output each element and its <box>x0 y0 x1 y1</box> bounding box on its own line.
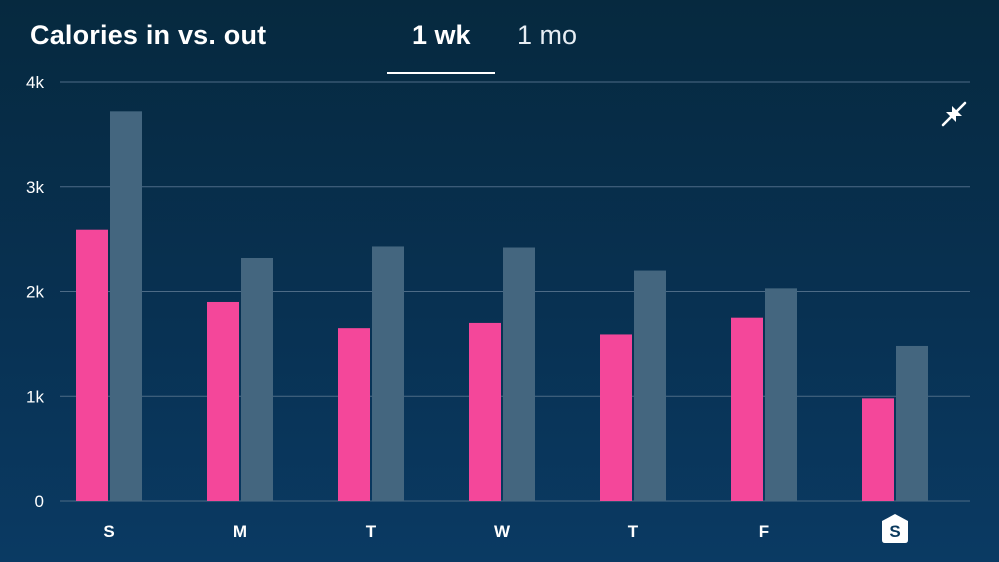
y-tick-label: 1k <box>26 387 44 406</box>
x-tick-label: M <box>233 522 247 541</box>
x-tick-label: S <box>103 522 114 541</box>
x-tick-label: T <box>366 522 377 541</box>
y-tick-label: 4k <box>26 73 44 92</box>
bar-calories-out <box>765 288 797 501</box>
x-tick-label: S <box>889 522 900 541</box>
bar-calories-in <box>600 334 632 501</box>
bar-calories-in <box>469 322 501 501</box>
x-tick-label: F <box>759 522 769 541</box>
x-tick-label: W <box>494 522 511 541</box>
y-tick-label: 0 <box>35 492 44 511</box>
bar-calories-out <box>110 111 142 501</box>
bar-calories-out <box>372 246 404 501</box>
bar-calories-out <box>241 257 273 501</box>
bar-calories-in <box>731 317 763 501</box>
y-tick-label: 3k <box>26 178 44 197</box>
collapse-arrows-icon[interactable] <box>938 98 970 130</box>
tab-1-week[interactable]: 1 wk <box>412 20 471 50</box>
bar-calories-in <box>338 328 370 501</box>
y-tick-label: 2k <box>26 283 44 302</box>
today-badge <box>882 514 908 543</box>
selected-tab-indicator <box>387 72 495 74</box>
bar-calories-out <box>634 270 666 501</box>
bar-calories-in <box>862 398 894 501</box>
tab-1-month[interactable]: 1 mo <box>517 20 578 50</box>
bar-calories-out <box>896 345 928 501</box>
chart-title: Calories in vs. out <box>30 20 267 50</box>
bar-calories-out <box>503 247 535 501</box>
bar-calories-in <box>76 229 108 501</box>
x-tick-label: T <box>628 522 639 541</box>
bar-calories-in <box>207 301 239 501</box>
